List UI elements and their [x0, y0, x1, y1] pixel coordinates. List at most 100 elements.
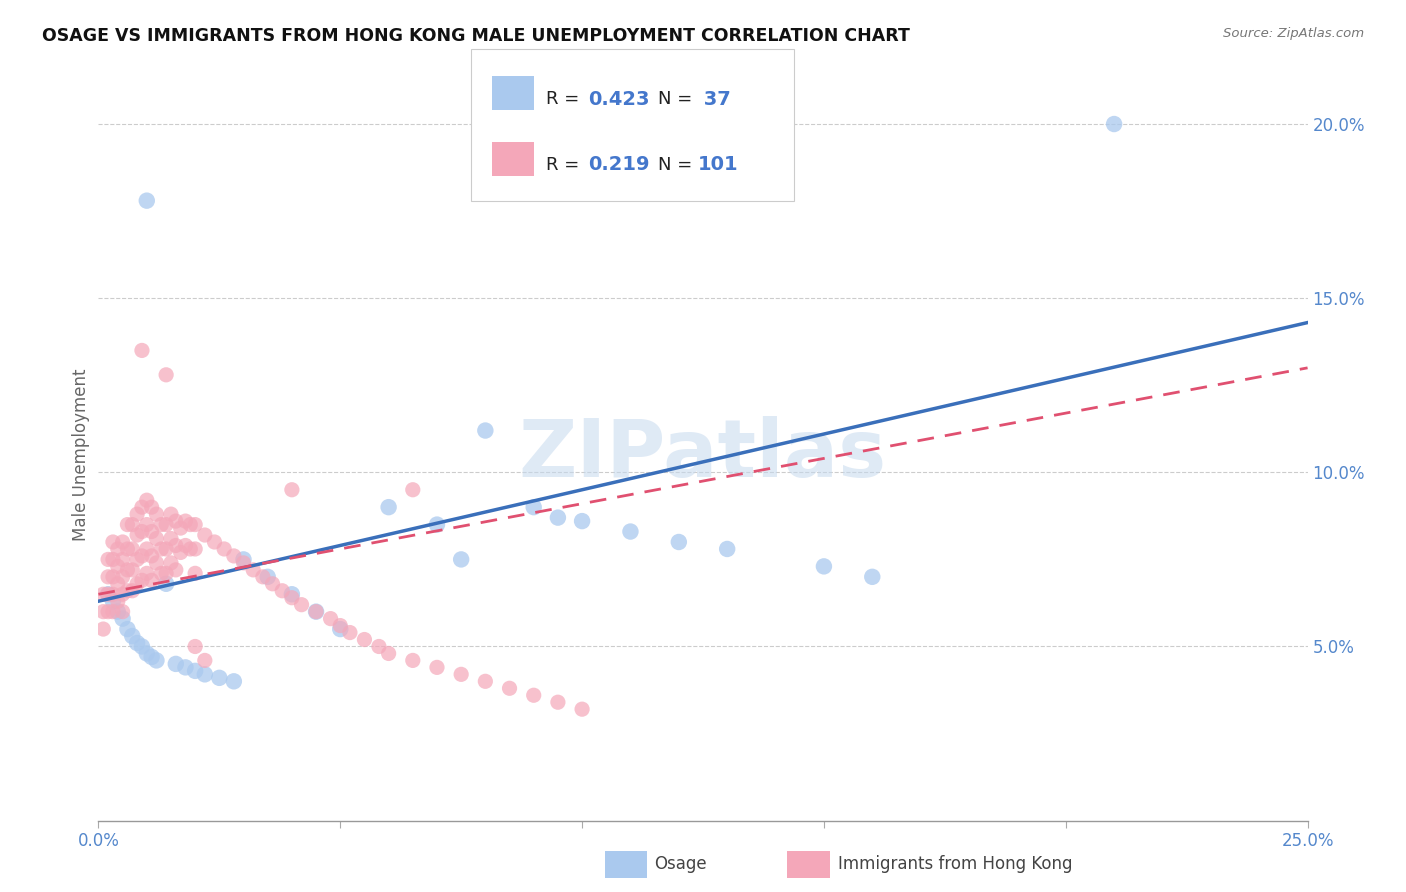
Point: [101, 594, 124, 608]
Point: [402, 483, 425, 497]
Point: [135, 194, 157, 208]
Text: Source: ZipAtlas.com: Source: ZipAtlas.com: [1223, 27, 1364, 40]
Point: [305, 605, 328, 619]
Point: [1102, 117, 1125, 131]
Point: [281, 587, 304, 601]
Point: [368, 640, 391, 654]
Point: [141, 500, 163, 515]
Point: [141, 549, 163, 563]
Point: [111, 612, 134, 626]
Text: Osage: Osage: [654, 855, 706, 873]
Point: [101, 605, 124, 619]
Point: [127, 552, 149, 566]
Text: 0.423: 0.423: [588, 90, 650, 109]
Point: [174, 660, 197, 674]
Point: [179, 541, 201, 556]
Point: [184, 517, 207, 532]
Point: [329, 618, 352, 632]
Point: [208, 671, 231, 685]
Point: [101, 535, 124, 549]
Point: [91, 622, 114, 636]
Point: [160, 556, 183, 570]
Point: [450, 552, 472, 566]
Point: [145, 532, 167, 546]
Point: [155, 517, 177, 532]
Text: 101: 101: [697, 155, 738, 174]
Point: [131, 549, 153, 563]
Point: [184, 541, 207, 556]
Point: [169, 545, 191, 559]
Point: [271, 583, 294, 598]
Point: [160, 532, 183, 546]
Point: [212, 541, 235, 556]
Text: 37: 37: [697, 90, 731, 109]
Point: [222, 549, 245, 563]
Point: [813, 559, 835, 574]
Point: [91, 587, 114, 601]
Point: [141, 574, 163, 588]
Point: [155, 541, 177, 556]
Point: [523, 500, 546, 515]
Point: [165, 514, 187, 528]
Point: [474, 674, 496, 689]
Point: [135, 493, 157, 508]
Y-axis label: Male Unemployment: Male Unemployment: [72, 368, 90, 541]
Point: [141, 524, 163, 539]
Point: [155, 368, 177, 382]
Point: [111, 552, 134, 566]
Point: [107, 559, 129, 574]
Point: [474, 424, 496, 438]
Point: [232, 552, 254, 566]
Point: [150, 566, 173, 581]
Point: [353, 632, 375, 647]
Text: Immigrants from Hong Kong: Immigrants from Hong Kong: [838, 855, 1073, 873]
Point: [571, 702, 593, 716]
Point: [97, 552, 120, 566]
Point: [305, 605, 328, 619]
Point: [141, 649, 163, 664]
Text: ZIPatlas: ZIPatlas: [519, 416, 887, 494]
Point: [281, 483, 304, 497]
Text: R =: R =: [546, 90, 585, 108]
Point: [155, 566, 177, 581]
Point: [150, 517, 173, 532]
Point: [101, 552, 124, 566]
Point: [127, 576, 149, 591]
Point: [668, 535, 690, 549]
Point: [194, 667, 217, 681]
Point: [91, 605, 114, 619]
Point: [121, 517, 143, 532]
Point: [127, 636, 149, 650]
Point: [339, 625, 361, 640]
Point: [426, 660, 449, 674]
Point: [97, 587, 120, 601]
Text: N =: N =: [658, 90, 697, 108]
Point: [179, 517, 201, 532]
Point: [131, 640, 153, 654]
Point: [716, 541, 738, 556]
Point: [117, 541, 139, 556]
Point: [571, 514, 593, 528]
Point: [121, 541, 143, 556]
Point: [127, 507, 149, 521]
Point: [101, 587, 124, 601]
Point: [290, 598, 312, 612]
Point: [117, 622, 139, 636]
Point: [150, 541, 173, 556]
Point: [194, 528, 217, 542]
Point: [131, 574, 153, 588]
Point: [402, 653, 425, 667]
Point: [111, 587, 134, 601]
Point: [117, 563, 139, 577]
Point: [547, 695, 569, 709]
Point: [169, 521, 191, 535]
Point: [252, 570, 274, 584]
Point: [184, 664, 207, 678]
Point: [547, 510, 569, 524]
Point: [184, 566, 207, 581]
Point: [135, 541, 157, 556]
Point: [145, 653, 167, 667]
Point: [256, 570, 278, 584]
Point: [329, 622, 352, 636]
Point: [111, 570, 134, 584]
